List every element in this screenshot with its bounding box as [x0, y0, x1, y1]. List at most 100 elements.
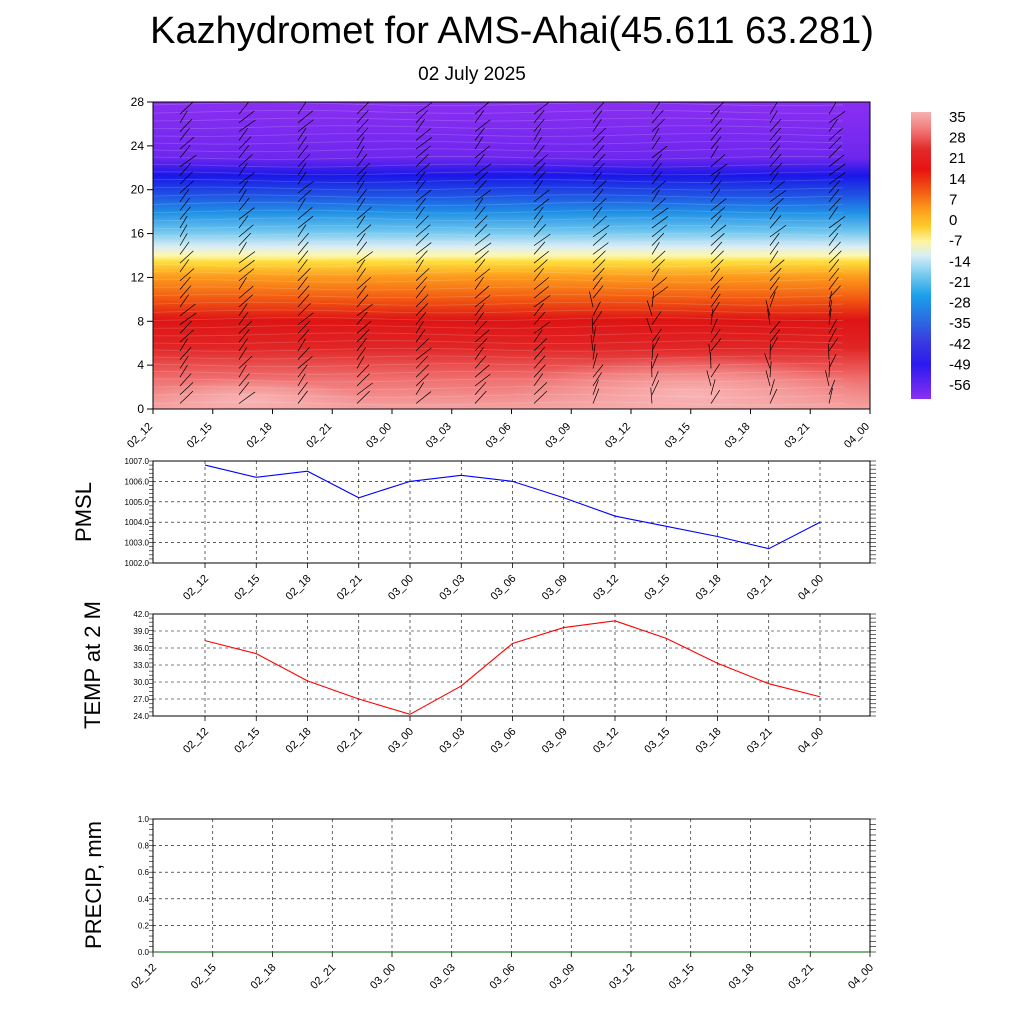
wind-barb: [238, 294, 253, 308]
wind-barb: [415, 364, 430, 378]
wind-barb: [764, 353, 771, 369]
wind-barb: [767, 308, 771, 325]
wind-barb: [238, 224, 254, 238]
wind-barb: [356, 127, 369, 141]
wind-barb: [651, 224, 668, 238]
height-tick-label: 0: [137, 402, 144, 416]
pmsl-frame: [152, 460, 871, 564]
wind-barb: [415, 137, 432, 150]
temp-2m-x-tick-label: 03_15: [642, 726, 672, 756]
colorbar-label: -14: [949, 253, 971, 270]
chart-subtitle: 02 July 2025: [418, 64, 526, 85]
wind-barb: [646, 318, 653, 334]
wind-barb: [297, 180, 314, 194]
wind-barb: [710, 171, 721, 185]
wind-barb: [238, 251, 256, 264]
time-tick-label: 03_12: [603, 421, 633, 451]
temp-2m-x-tick-label: 03_09: [540, 726, 570, 756]
wind-barb: [238, 136, 252, 150]
contour-line: [153, 163, 844, 168]
wind-barb: [651, 291, 655, 308]
wind-barb: [415, 276, 428, 290]
contour-line: [153, 148, 844, 153]
colorbar-label: -21: [949, 274, 971, 291]
wind-barb: [651, 286, 669, 299]
wind-barb: [828, 197, 841, 211]
wind-barb: [474, 215, 488, 229]
wind-barb: [765, 370, 771, 387]
wind-barb: [474, 198, 484, 211]
wind-barb: [415, 189, 432, 203]
wind-barb: [590, 334, 594, 351]
wind-barb: [710, 302, 720, 316]
wind-barb: [592, 250, 606, 264]
wind-barb: [297, 110, 313, 124]
wind-barb: [474, 180, 487, 194]
wind-barb: [828, 291, 832, 308]
precip-x-tick-label: 02_12: [129, 962, 159, 992]
precip-x-tick-label: 02_15: [189, 962, 219, 992]
wind-barb: [297, 259, 308, 273]
colorbar-label: 35: [949, 109, 966, 126]
wind-barb: [710, 259, 724, 273]
wind-barb: [533, 110, 545, 124]
wind-barb: [179, 303, 196, 317]
wind-barb: [592, 364, 604, 378]
wind-barb: [356, 145, 365, 159]
wind-barb: [238, 215, 249, 229]
wind-barb: [651, 207, 669, 220]
wind-barb: [297, 294, 310, 308]
wind-barb: [415, 285, 426, 299]
precip-x-tick-label: 02_21: [308, 962, 338, 992]
wind-barb: [651, 171, 663, 185]
precip-x-tick-label: 03_06: [488, 962, 518, 992]
wind-barb: [769, 259, 785, 273]
pmsl-x-tick-label: 02_12: [181, 573, 211, 603]
height-tick-label: 24: [131, 139, 145, 153]
wind-barb: [828, 259, 840, 273]
wind-barb: [769, 379, 775, 395]
wind-barb: [415, 145, 431, 159]
wind-barb: [356, 224, 372, 238]
wind-barb: [828, 267, 840, 281]
wind-barb: [533, 259, 548, 273]
wind-barb: [474, 338, 488, 352]
wind-barb: [769, 180, 785, 194]
wind-barb: [415, 382, 424, 395]
wind-barb: [356, 364, 370, 378]
wind-barb: [238, 127, 249, 141]
wind-barb: [238, 119, 256, 132]
precip-x-tick-label: 04_00: [846, 962, 876, 992]
wind-barb: [179, 259, 190, 273]
wind-barb: [356, 390, 370, 404]
wind-barb: [238, 268, 254, 281]
temperature-contours: [153, 102, 844, 406]
wind-barb: [238, 207, 255, 220]
wind-barb: [592, 259, 606, 273]
wind-barb: [592, 206, 603, 220]
wind-barb: [710, 206, 726, 220]
wind-barb: [533, 303, 544, 317]
wind-barb: [706, 370, 712, 387]
wind-barb: [533, 136, 542, 150]
wind-barb: [533, 189, 550, 203]
wind-barb: [474, 136, 484, 150]
contour-line: [153, 125, 844, 130]
wind-barb: [356, 153, 368, 167]
wind-barb: [769, 110, 778, 124]
wind-barb: [828, 224, 842, 238]
wind-barb: [592, 180, 607, 194]
wind-barb: [474, 373, 491, 387]
precip-y-tick-label: 0.0: [138, 948, 150, 957]
wind-barb: [356, 294, 369, 308]
wind-barb: [297, 268, 311, 281]
wind-barb: [769, 145, 780, 159]
wind-barb: [415, 347, 432, 360]
wind-barb: [179, 145, 191, 159]
wind-barb: [179, 102, 194, 115]
wind-barb: [415, 259, 424, 273]
wind-barb: [474, 329, 490, 343]
pmsl-y-tick-label: 1002.0: [125, 559, 150, 568]
wind-barb: [710, 268, 720, 281]
